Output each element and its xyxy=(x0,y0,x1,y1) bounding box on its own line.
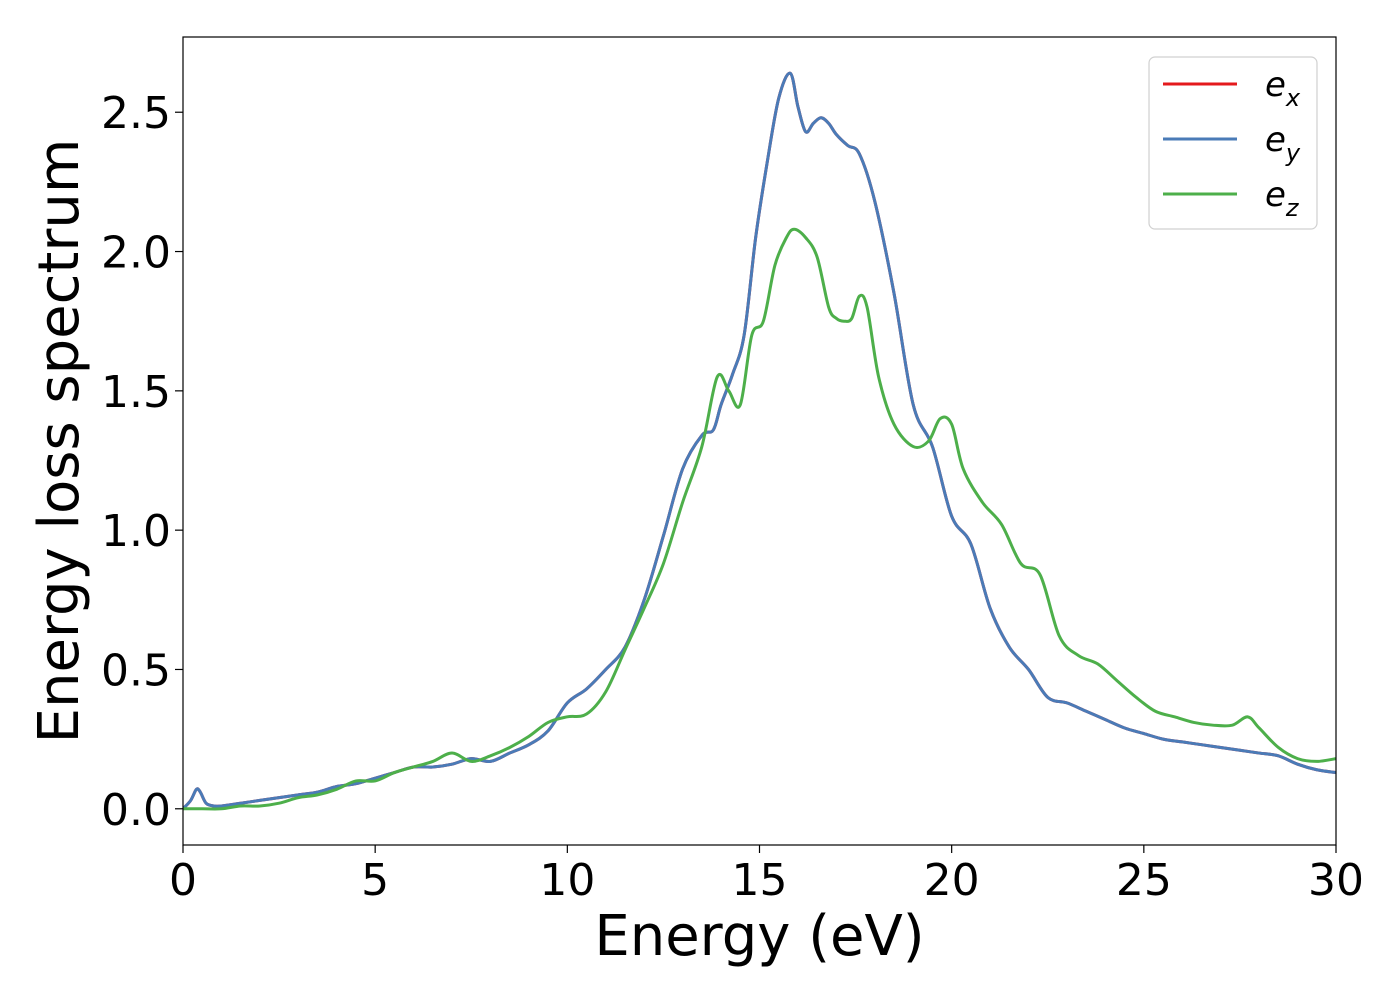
legend-subscript-z: z xyxy=(1285,194,1300,222)
y-axis-ticks: 0.0 0.5 1.0 1.5 2.0 2.5 xyxy=(101,88,183,836)
series-line-z xyxy=(183,227,1336,811)
y-tick-label: 0.0 xyxy=(101,785,171,836)
x-tick-label: 30 xyxy=(1308,855,1364,906)
y-tick-label: 1.0 xyxy=(101,506,171,557)
legend-subscript-x: x xyxy=(1285,84,1301,112)
legend-box xyxy=(1148,56,1318,230)
y-tick-label: 2.0 xyxy=(101,228,171,279)
series-line-y xyxy=(183,71,1336,811)
x-tick-label: 20 xyxy=(924,855,980,906)
x-tick-label: 15 xyxy=(732,855,788,906)
y-axis-title: Energy loss spectrum xyxy=(27,139,92,744)
legend-subscript-y: y xyxy=(1285,139,1301,167)
x-axis-title: Energy (eV) xyxy=(594,904,924,969)
plot-lines xyxy=(183,71,1336,811)
y-tick-label: 2.5 xyxy=(101,88,171,139)
x-tick-label: 25 xyxy=(1116,855,1172,906)
y-tick-label: 1.5 xyxy=(101,367,171,418)
x-axis-ticks: 0 5 10 15 20 25 30 xyxy=(169,845,1364,906)
x-tick-label: 10 xyxy=(539,855,595,906)
x-tick-label: 0 xyxy=(169,855,197,906)
x-tick-label: 5 xyxy=(361,855,389,906)
y-tick-label: 0.5 xyxy=(101,645,171,696)
